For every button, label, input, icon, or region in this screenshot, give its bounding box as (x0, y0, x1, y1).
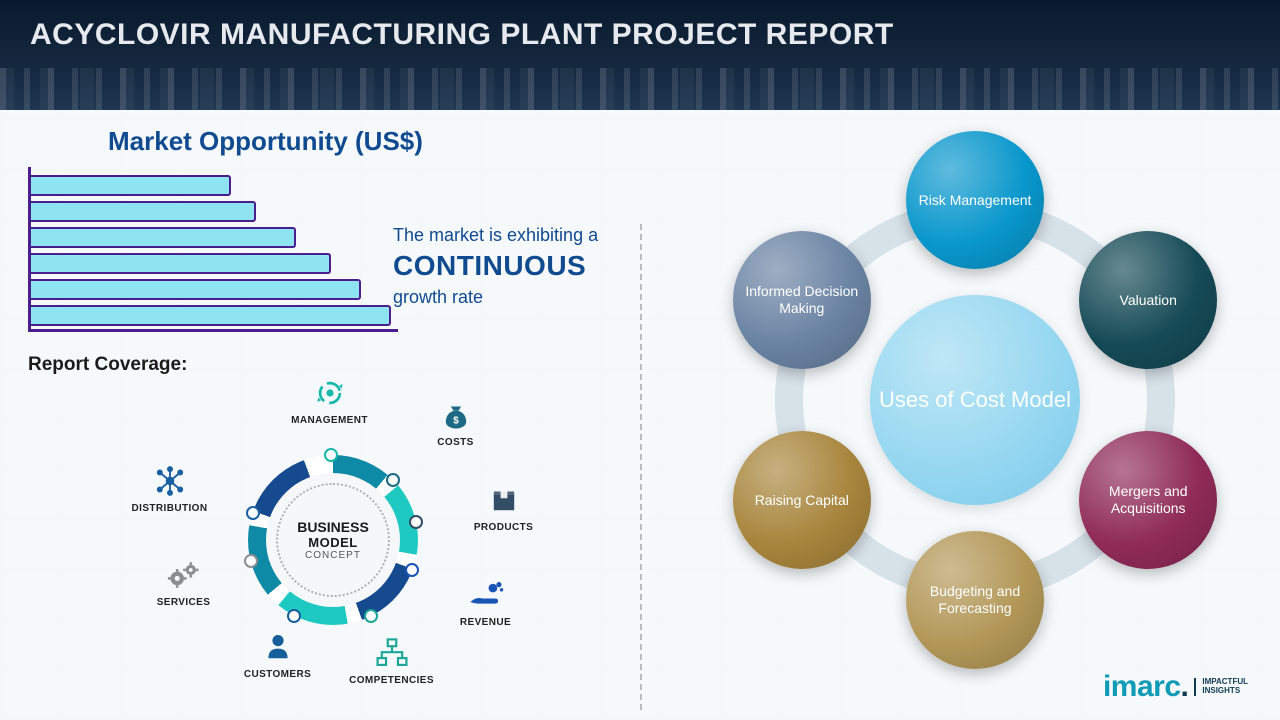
bm-center-l2: MODEL (308, 535, 357, 550)
body-area: Market Opportunity (US$) The market is e… (0, 110, 1280, 720)
growth-line2: growth rate (393, 287, 483, 307)
left-pane: Market Opportunity (US$) The market is e… (0, 110, 640, 720)
growth-text: The market is exhibiting a CONTINUOUS gr… (393, 223, 653, 309)
bm-connector-dot (386, 473, 400, 487)
uses-bubble-0: Risk Management (906, 131, 1044, 269)
uses-bubble-label: Informed Decision Making (733, 283, 871, 317)
growth-line1: The market is exhibiting a (393, 225, 598, 245)
uses-center: Uses of Cost Model (870, 295, 1080, 505)
header-band: ACYCLOVIR MANUFACTURING PLANT PROJECT RE… (0, 0, 1280, 110)
uses-bubble-label: Mergers and Acquisitions (1079, 483, 1217, 517)
money-bag-icon: $ (437, 396, 475, 434)
bm-connector-dot (409, 515, 423, 529)
org-chart-icon (373, 634, 411, 672)
box-icon (485, 481, 523, 519)
uses-bubble-label: Raising Capital (745, 492, 859, 509)
logo-dot: . (1181, 670, 1189, 703)
uses-bubble-5: Informed Decision Making (733, 231, 871, 369)
bar-0 (31, 175, 231, 196)
bm-label: COSTS (398, 437, 513, 448)
uses-bubble-4: Raising Capital (733, 431, 871, 569)
bm-center-l3: CONCEPT (305, 550, 361, 561)
header-skyline-decor (0, 68, 1280, 110)
bm-connector-dot (324, 448, 338, 462)
page-title: ACYCLOVIR MANUFACTURING PLANT PROJECT RE… (30, 18, 894, 52)
market-bar-chart (28, 167, 398, 332)
hand-coin-icon (467, 576, 505, 614)
bm-label: COMPETENCIES (334, 675, 449, 686)
right-pane: Uses of Cost Model Risk Management Valuat… (640, 110, 1280, 720)
bm-label: MANAGEMENT (272, 415, 387, 426)
bm-center-l1: BUSINESS (297, 519, 369, 535)
uses-bubble-label: Risk Management (909, 192, 1042, 209)
bm-node-revenue: REVENUE (428, 576, 543, 628)
bm-node-management: MANAGEMENT (272, 374, 387, 426)
bm-label: PRODUCTS (446, 522, 561, 533)
chart-title: Market Opportunity (US$) (108, 126, 612, 157)
bm-connector-dot (244, 554, 258, 568)
bar-1 (31, 201, 256, 222)
logo-text: imarc. (1103, 670, 1188, 704)
imarc-logo: imarc. IMPACTFUL INSIGHTS (1103, 670, 1248, 704)
bar-3 (31, 253, 331, 274)
person-icon (259, 628, 297, 666)
bm-node-competencies: COMPETENCIES (334, 634, 449, 686)
logo-sub-l1: IMPACTFUL (1202, 677, 1248, 686)
network-icon (151, 462, 189, 500)
logo-sub: IMPACTFUL INSIGHTS (1194, 678, 1248, 696)
bm-connector-dot (364, 609, 378, 623)
bm-connector-dot (246, 506, 260, 520)
bm-node-distribution: DISTRIBUTION (112, 462, 227, 514)
business-model-center: BUSINESS MODEL CONCEPT (276, 483, 390, 597)
uses-of-cost-model-diagram: Uses of Cost Model Risk Management Valuat… (695, 120, 1255, 680)
bm-node-services: SERVICES (126, 556, 241, 608)
bm-label: DISTRIBUTION (112, 503, 227, 514)
bar-2 (31, 227, 296, 248)
bm-node-customers: CUSTOMERS (220, 628, 335, 680)
uses-bubble-2: Mergers and Acquisitions (1079, 431, 1217, 569)
gears-icon (165, 556, 203, 594)
uses-bubble-1: Valuation (1079, 231, 1217, 369)
bm-node-costs: $ COSTS (398, 396, 513, 448)
uses-center-label: Uses of Cost Model (879, 386, 1071, 414)
uses-bubble-3: Budgeting and Forecasting (906, 531, 1044, 669)
logo-sub-l2: INSIGHTS (1202, 686, 1240, 695)
uses-bubble-label: Valuation (1110, 292, 1187, 309)
bar-4 (31, 279, 361, 300)
bm-node-products: PRODUCTS (446, 481, 561, 533)
growth-emphasis: CONTINUOUS (393, 247, 653, 285)
uses-bubble-label: Budgeting and Forecasting (906, 583, 1044, 617)
bm-label: SERVICES (126, 597, 241, 608)
bm-label: REVENUE (428, 617, 543, 628)
bar-5 (31, 305, 391, 326)
svg-text:$: $ (453, 416, 459, 427)
recycle-bulb-icon (311, 374, 349, 412)
business-model-diagram: BUSINESS MODEL CONCEPT MANAGEMENT $ COSTS P… (128, 366, 558, 686)
bm-label: CUSTOMERS (220, 669, 335, 680)
